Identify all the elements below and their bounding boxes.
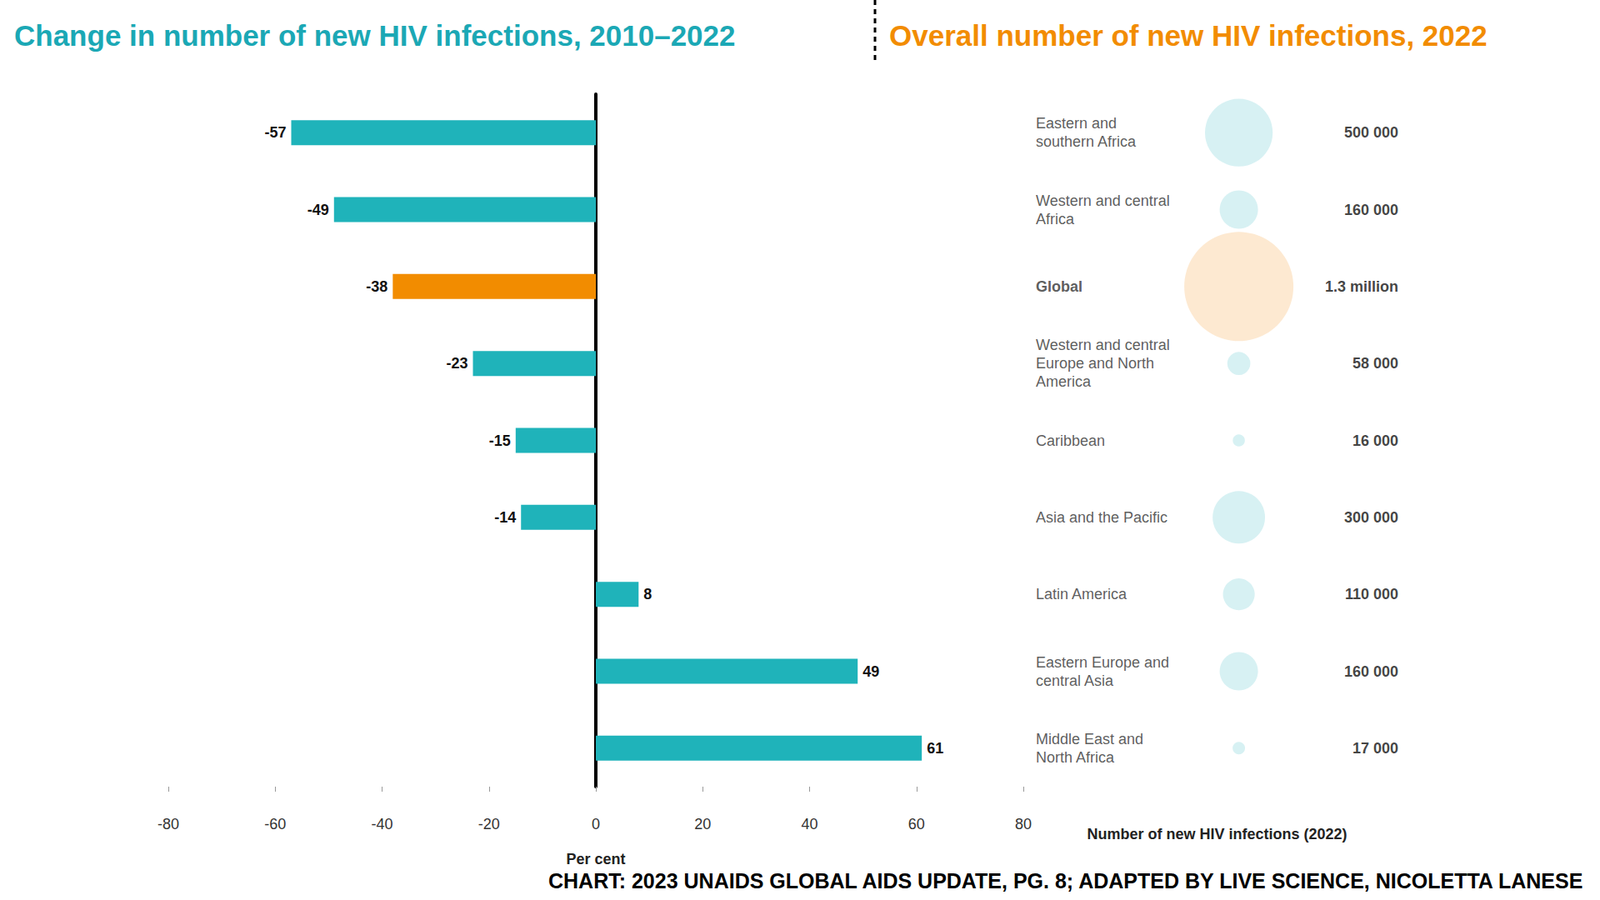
svg-text:61: 61 [926,740,944,757]
svg-text:-57: -57 [264,124,286,141]
svg-text:17 000: 17 000 [1352,740,1399,757]
svg-text:-15: -15 [489,432,511,450]
svg-text:Asia and the Pacific: Asia and the Pacific [1035,509,1168,526]
svg-text:Eastern Europe and: Eastern Europe and [1035,654,1174,671]
svg-text:Western and central: Western and central [1035,192,1175,210]
svg-text:Middle East and: Middle East and [1035,730,1148,748]
svg-text:-38: -38 [365,278,388,295]
svg-text:Per cent: Per cent [565,850,625,868]
svg-text:Global: Global [1035,278,1083,295]
svg-text:500 000: 500 000 [1344,124,1399,141]
svg-text:North Africa: North Africa [1035,749,1115,766]
svg-text:20: 20 [694,815,711,833]
svg-text:Eastern and: Eastern and [1035,115,1121,132]
svg-text:central Asia: central Asia [1035,672,1115,690]
svg-text:60: 60 [908,815,925,833]
svg-text:-40: -40 [370,815,393,833]
svg-text:40: 40 [800,815,818,833]
svg-text:Number of new HIV infections (: Number of new HIV infections (2022) [1086,825,1347,843]
svg-text:Change in number of new HIV in: Change in number of new HIV infections, … [14,19,736,52]
svg-text:-60: -60 [264,815,286,833]
svg-text:300 000: 300 000 [1344,509,1399,526]
svg-text:Europe and North: Europe and North [1035,355,1159,372]
svg-text:Western and central: Western and central [1035,336,1175,354]
svg-text:southern Africa: southern Africa [1035,133,1137,150]
svg-text:-80: -80 [157,815,180,833]
svg-text:-49: -49 [307,201,330,219]
svg-text:1.3 million: 1.3 million [1325,278,1399,295]
svg-text:80: 80 [1015,815,1032,833]
svg-text:-14: -14 [494,509,516,526]
svg-text:Latin America: Latin America [1035,585,1128,603]
svg-text:-20: -20 [478,815,500,833]
svg-text:160 000: 160 000 [1344,201,1399,219]
svg-text:CHART: 2023 UNAIDS GLOBAL AIDS: CHART: 2023 UNAIDS GLOBAL AIDS UPDATE, P… [548,869,1583,893]
svg-text:Africa: Africa [1035,210,1075,228]
svg-text:0: 0 [591,815,600,833]
svg-text:America: America [1035,373,1092,390]
svg-text:58 000: 58 000 [1352,355,1399,372]
svg-text:-23: -23 [445,355,468,372]
svg-text:8: 8 [643,585,652,603]
svg-text:16 000: 16 000 [1352,432,1399,450]
svg-text:Caribbean: Caribbean [1035,432,1105,450]
svg-text:160 000: 160 000 [1344,663,1399,680]
svg-text:Overall number of new HIV infe: Overall number of new HIV infections, 20… [889,19,1488,52]
svg-text:49: 49 [862,663,880,680]
svg-text:110 000: 110 000 [1345,585,1399,603]
